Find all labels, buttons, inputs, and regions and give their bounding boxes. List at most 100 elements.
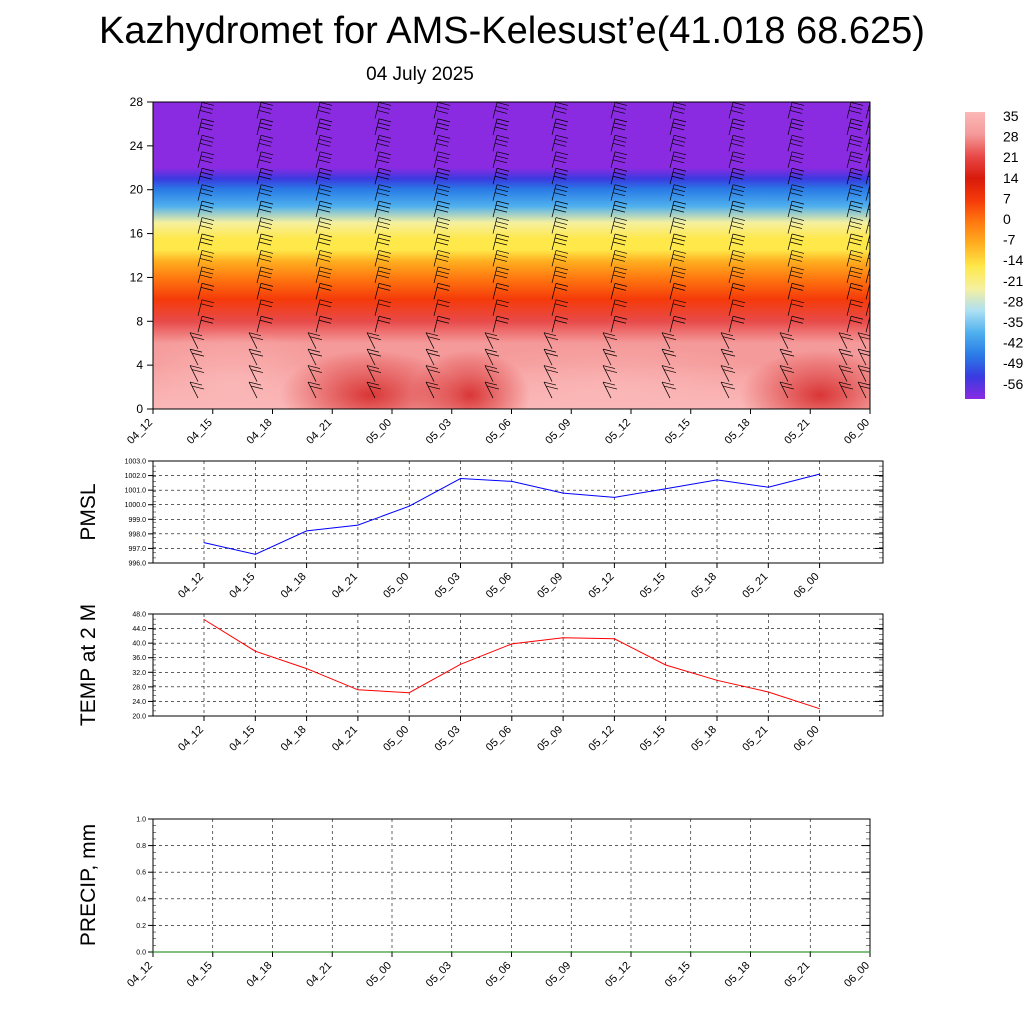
wind-barb-flag bbox=[378, 134, 392, 139]
x-tick-label: 06_00 bbox=[842, 417, 872, 447]
wind-barb-flag bbox=[319, 184, 333, 189]
wind-barb-flag bbox=[614, 102, 628, 106]
wind-barb-flag bbox=[790, 221, 804, 225]
x-tick-label: 05_09 bbox=[535, 571, 565, 601]
wind-barb-shaft bbox=[661, 332, 671, 349]
wind-barb-flag bbox=[368, 336, 382, 341]
wind-barb-flag bbox=[200, 106, 214, 110]
wind-barb-flag bbox=[779, 348, 793, 353]
wind-barb-flag bbox=[869, 135, 870, 136]
wind-barb-flag bbox=[494, 208, 508, 213]
wind-barb-flag bbox=[260, 266, 274, 271]
wind-barb-flag bbox=[722, 385, 736, 390]
wind-barb-flag bbox=[496, 266, 510, 271]
wind-barb-flag bbox=[496, 118, 510, 123]
wind-barb-flag bbox=[613, 254, 627, 258]
wind-barb-flag bbox=[869, 118, 870, 120]
wind-barb-flag bbox=[259, 138, 273, 143]
wind-barb-flag bbox=[730, 274, 744, 279]
wind-barb-flag bbox=[555, 102, 569, 106]
wind-barb-flag bbox=[731, 122, 745, 127]
wind-barb-flag bbox=[378, 102, 392, 106]
wind-barb-flag bbox=[850, 118, 864, 123]
data-point bbox=[254, 650, 256, 652]
wind-barb-flag bbox=[319, 299, 333, 304]
wind-barb-flag bbox=[554, 204, 568, 209]
wind-barb-flag bbox=[613, 270, 627, 275]
y-tick-label: 0 bbox=[136, 402, 143, 416]
data-point bbox=[511, 951, 512, 953]
y-tick-label: 28 bbox=[130, 95, 144, 109]
wind-barb-flag bbox=[378, 217, 392, 221]
wind-barb-flag bbox=[857, 365, 870, 369]
data-point bbox=[357, 524, 359, 526]
wind-barb-flag bbox=[436, 254, 450, 258]
data-point bbox=[331, 951, 333, 953]
wind-barb-shaft bbox=[256, 118, 262, 135]
wind-barb-flag bbox=[602, 381, 616, 386]
wind-barb-flag bbox=[377, 122, 391, 127]
wind-barb-flag bbox=[614, 250, 628, 254]
wind-barb-flag bbox=[789, 110, 803, 114]
wind-barb-flag bbox=[201, 233, 215, 238]
wind-barb-flag bbox=[259, 106, 273, 110]
wind-barb-flag bbox=[791, 102, 805, 106]
x-tick-label: 05_21 bbox=[782, 960, 812, 990]
data-point bbox=[203, 618, 205, 620]
wind-barb-flag bbox=[377, 319, 391, 324]
wind-barb-shaft bbox=[551, 316, 557, 333]
wind-barb-flag bbox=[790, 106, 804, 110]
y-tick-label: 48.0 bbox=[132, 612, 146, 619]
wind-barb-flag bbox=[376, 225, 390, 229]
wind-barb-shaft bbox=[425, 348, 435, 366]
colorbar-labels: 35 28 21 14 7 0 -7 -14 -21 -28 -35 -42 -49 -56 bbox=[1003, 108, 1023, 392]
data-point bbox=[272, 951, 273, 953]
wind-barb-flag bbox=[495, 270, 509, 275]
wind-barb-flag bbox=[248, 365, 262, 369]
colorbar-label: -42 bbox=[1003, 335, 1023, 351]
wind-barb-flag bbox=[868, 171, 870, 173]
data-point bbox=[254, 553, 256, 555]
wind-barb-flag bbox=[553, 258, 567, 262]
wind-barb-flag bbox=[248, 381, 262, 386]
wind-barb-flag bbox=[791, 283, 805, 287]
x-tick-label: 06_00 bbox=[792, 571, 822, 601]
wind-barb-shaft bbox=[787, 316, 793, 333]
wind-barb-flag bbox=[790, 138, 804, 143]
wind-barb-shaft bbox=[374, 118, 380, 135]
wind-barb-flag bbox=[199, 225, 213, 229]
wind-barb-flag bbox=[673, 184, 687, 189]
wind-barb-shaft bbox=[857, 381, 867, 399]
wind-barb-flag bbox=[849, 106, 863, 110]
wind-barb-flag bbox=[554, 106, 568, 110]
wind-barb-flag bbox=[496, 167, 510, 172]
hot-area bbox=[740, 350, 870, 409]
wind-barb-flag bbox=[673, 118, 687, 123]
x-tick-label: 05_18 bbox=[723, 417, 753, 447]
wind-barb-shaft bbox=[374, 283, 380, 300]
wind-barb-flag bbox=[318, 319, 332, 324]
wind-barb-flag bbox=[555, 266, 569, 271]
wind-barb-shaft bbox=[857, 332, 867, 349]
wind-barb-shaft bbox=[857, 348, 867, 366]
wind-barb-flag bbox=[612, 159, 626, 164]
x-tick-label: 05_12 bbox=[603, 960, 633, 990]
wind-barb-flag bbox=[555, 283, 569, 287]
wind-barb-flag bbox=[614, 151, 628, 156]
data-point bbox=[562, 492, 564, 494]
wind-barb-flag bbox=[673, 102, 687, 106]
wind-barb-shaft bbox=[865, 283, 870, 300]
wind-barb-flag bbox=[732, 134, 746, 139]
wind-barb-shaft bbox=[720, 381, 730, 399]
wind-barb-flag bbox=[673, 250, 687, 254]
wind-barb-flag bbox=[309, 336, 323, 341]
wind-barb-flag bbox=[496, 184, 510, 189]
wind-barb-flag bbox=[259, 204, 273, 209]
wind-barb-flag bbox=[201, 315, 215, 320]
wind-barb-flag bbox=[613, 303, 627, 308]
wind-barb-flag bbox=[849, 122, 863, 127]
wind-barb-flag bbox=[840, 336, 854, 341]
wind-barb-flag bbox=[307, 332, 321, 337]
wind-barb-flag bbox=[791, 315, 805, 320]
wind-barb-flag bbox=[869, 102, 870, 103]
